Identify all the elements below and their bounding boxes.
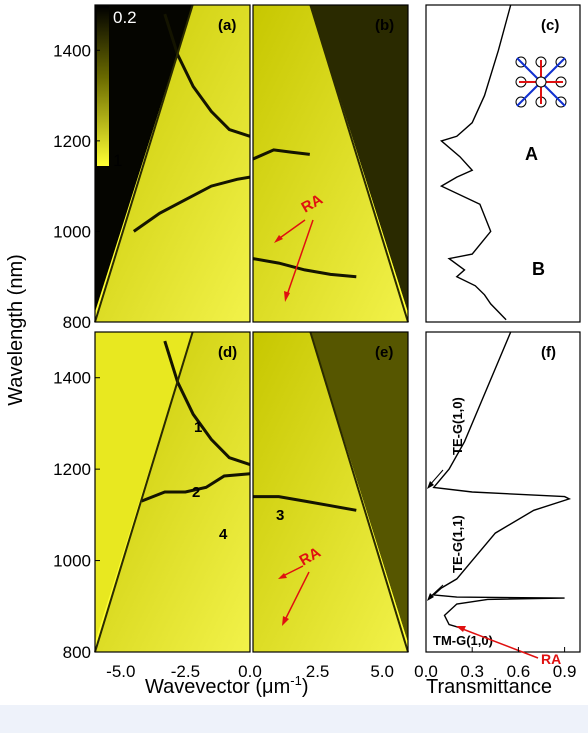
reciprocal-vector-blue-1: [540, 81, 566, 107]
y-axis-title: Wavelength (nm): [5, 254, 27, 406]
arrowhead-ra-e-2: [282, 616, 289, 626]
light-line-b: [309, 4, 409, 323]
plot-area-f: [426, 332, 580, 652]
bottom-strip: [0, 705, 588, 733]
y-tick-label-d-3: 1400: [53, 369, 91, 388]
colorbar: [97, 6, 109, 166]
panel-label-a: (a): [218, 17, 236, 34]
light-line-a: [94, 4, 194, 323]
frame-b: [252, 4, 409, 323]
guided-mode-region: [253, 5, 408, 322]
arrow-ra-b-2: [285, 219, 314, 299]
annotation-2: 2: [192, 484, 200, 501]
light-line-e: [309, 331, 409, 653]
x-tick-label-a-0: -5.0: [106, 662, 135, 681]
plot-area-c: [426, 5, 580, 322]
panel-label-c: (c): [541, 17, 559, 34]
panel-label-e: (e): [375, 344, 393, 361]
reciprocal-vector-blue-2: [516, 81, 542, 107]
x-tick-label-c-2: 0.6: [507, 662, 531, 681]
y-tick-label-d-1: 1000: [53, 552, 91, 571]
lattice-origin: [535, 76, 547, 88]
x-tick-label-c-0: 0.0: [414, 662, 438, 681]
arrow-ra-f: [459, 627, 539, 659]
dispersion-curve-d-1: [140, 472, 251, 503]
arrowhead-te-g11: [427, 593, 434, 601]
panel-d: [94, 331, 251, 653]
frame-a: [94, 4, 251, 323]
transmittance-line-c: [439, 4, 512, 321]
annotation-ra-f: RA: [541, 651, 561, 667]
y-tick-label-a-0: 800: [63, 313, 91, 332]
annotation-b: B: [532, 259, 545, 279]
annotation-tm-g10: TM-G(1,0): [433, 633, 493, 648]
colorbar-min-label: 0.2: [113, 8, 137, 27]
arrowhead-ra-f: [456, 626, 466, 632]
reciprocal-vector-blue-3: [516, 57, 542, 83]
frame-e: [252, 331, 409, 653]
panel-e: [252, 331, 409, 653]
annotation-te-g11: TE-G(1,1): [450, 515, 465, 573]
panel-a: [94, 4, 251, 323]
x-tick-label-a-2: 0.0: [238, 662, 262, 681]
lattice-inset: [515, 56, 567, 108]
y-tick-label-d-2: 1200: [53, 460, 91, 479]
annotation-4: 4: [219, 526, 228, 543]
frame-f: [425, 331, 581, 653]
arrowhead-ra-b-2: [284, 291, 290, 302]
x-tick-label-c-3: 0.9: [553, 662, 577, 681]
y-tick-label-d-0: 800: [63, 643, 91, 662]
x-tick-label-c-1: 0.3: [460, 662, 484, 681]
x-tick-label-a-1: -2.5: [171, 662, 200, 681]
y-tick-label-a-3: 1400: [53, 41, 91, 60]
arrowhead-ra-e-1: [278, 573, 287, 579]
y-tick-label-a-2: 1200: [53, 132, 91, 151]
colorbar-max-label: 1: [113, 151, 122, 170]
annotation-te-g10: TE-G(1,0): [450, 397, 465, 455]
panel-f: [425, 331, 581, 653]
x-axis-title-right: Transmittance: [426, 676, 552, 698]
annotation-3: 3: [276, 507, 284, 524]
light-line-d: [94, 331, 194, 653]
axis-ticks: 800 1000 1200 1400 800 1000 1200 1400 -5.0 -2.5 0.…: [53, 41, 576, 681]
panel-label-d: (d): [218, 344, 237, 361]
y-tick-label-a-1: 1000: [53, 222, 91, 241]
x-tick-label-b-1: 5.0: [370, 662, 394, 681]
annotation-a: A: [525, 144, 538, 164]
guided-mode-region: [95, 5, 250, 322]
panel-b: [252, 4, 409, 323]
arrowhead-te-g10: [427, 481, 434, 489]
annotation-1: 1: [194, 419, 202, 436]
transmittance-line-f: [432, 331, 572, 630]
panel-c: [425, 4, 581, 323]
reciprocal-vector-blue-0: [540, 57, 566, 83]
dispersion-curve-a-1: [132, 175, 251, 233]
arrow-ra-b-1: [276, 219, 306, 241]
arrow-ra-e-2: [283, 571, 310, 623]
frame-d: [94, 331, 251, 653]
x-tick-label-b-0: 2.5: [306, 662, 330, 681]
dispersion-curve-d-0: [163, 340, 251, 467]
dispersion-curve-e-0: [253, 495, 357, 512]
x-axis-title-left: Wavevector (μm-1): [145, 673, 308, 698]
dispersion-curve-b-1: [252, 257, 357, 279]
dispersion-curve-a-0: [163, 13, 251, 138]
dispersion-curve-b-0: [252, 148, 310, 161]
frame-c: [425, 4, 581, 323]
panel-label-f: (f): [541, 344, 556, 361]
arrowhead-ra-b-1: [274, 235, 283, 243]
panel-label-b: (b): [375, 17, 394, 34]
